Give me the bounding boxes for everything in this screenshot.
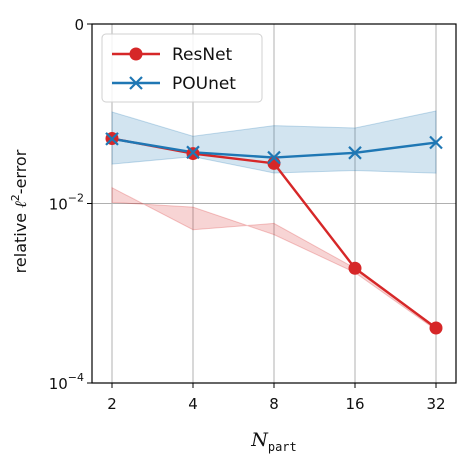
pounet-error-band [111,110,437,174]
x-tick-label: 32 [426,395,445,413]
x-tick-label: 8 [269,395,279,413]
x-tick-label: 2 [107,395,117,413]
legend-pounet-marker [129,76,143,90]
pounet-point [186,145,200,160]
y-tick-label: 10−4 [49,371,84,393]
pounet-point [267,150,281,165]
x-tick-label: 4 [188,395,198,413]
legend-resnet-label: ResNet [172,45,233,65]
y-axis-label: relative ℓ2-error [9,149,30,273]
x-tick-label: 16 [345,395,364,413]
legend-resnet-marker [129,47,143,61]
resnet-point [429,321,443,335]
pounet-point-stroke [267,150,281,165]
y-tick-label: 0 [74,16,84,34]
legend-marker-stroke [129,76,143,90]
legend-box [101,33,263,103]
legend: ResNet POUnet [101,33,263,103]
x-axis-label: Npart [250,429,297,454]
pounet-point-stroke [348,146,362,160]
pounet-point-stroke [105,132,119,146]
y-ticks: 0 10−2 10−4 [49,16,92,393]
resnet-point [348,261,362,275]
pounet-point-stroke [186,145,200,160]
pounet-point-stroke [429,135,443,150]
y-tick-label: 10−2 [49,192,84,214]
pounet-point [105,132,119,146]
series-markers [105,131,443,335]
pounet-point [429,135,443,150]
pounet-point [348,146,362,160]
x-ticks: 2 4 8 16 32 [107,383,446,413]
legend-pounet-label: POUnet [172,74,236,94]
